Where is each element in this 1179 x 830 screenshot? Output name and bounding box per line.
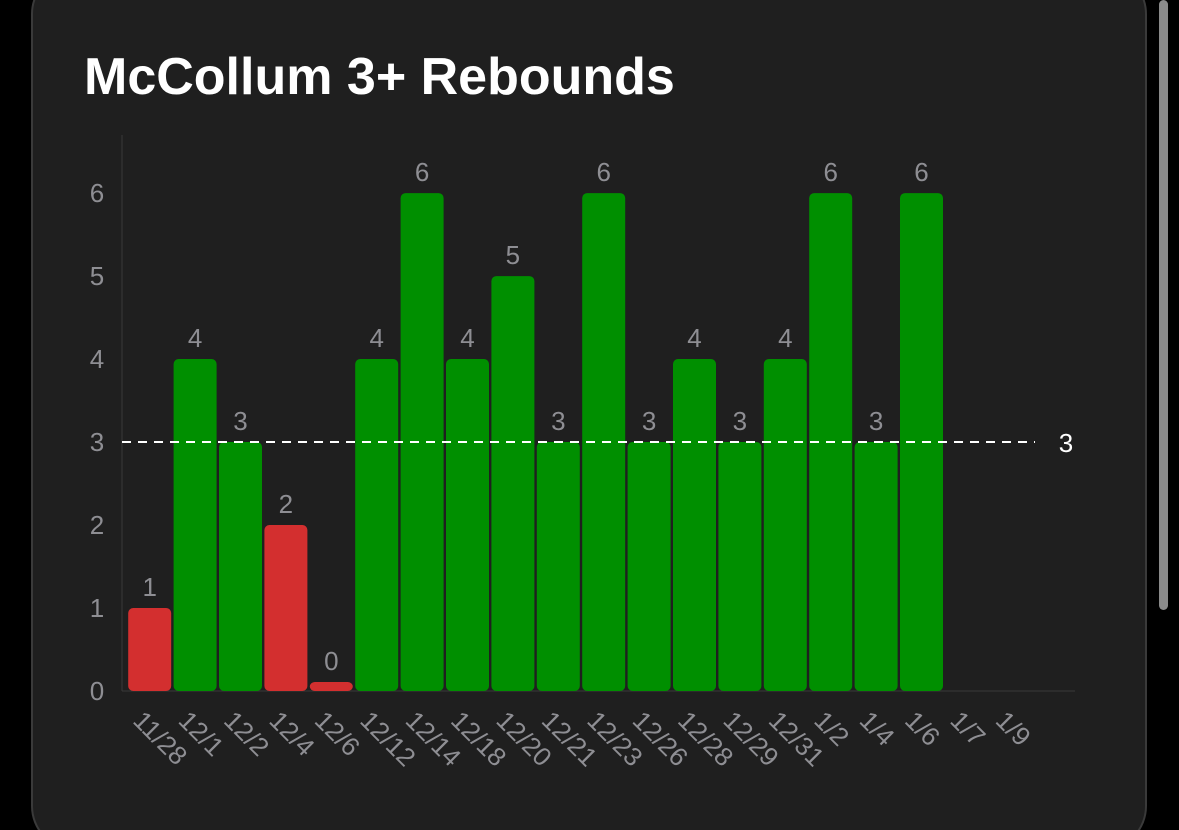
value-label: 3 xyxy=(551,406,565,436)
bar xyxy=(763,359,807,691)
value-label: 0 xyxy=(324,646,338,676)
bar xyxy=(536,442,580,691)
bar xyxy=(173,359,217,691)
value-label: 4 xyxy=(778,323,792,353)
bar xyxy=(491,276,535,691)
chart-title: McCollum 3+ Rebounds xyxy=(84,48,675,106)
bar xyxy=(854,442,898,691)
y-tick-label: 5 xyxy=(90,261,104,291)
bar xyxy=(673,359,716,691)
bar xyxy=(446,359,489,691)
value-label: 4 xyxy=(188,323,202,353)
value-label: 1 xyxy=(142,572,156,602)
y-tick-label: 1 xyxy=(90,593,104,623)
value-label: 3 xyxy=(869,406,883,436)
value-label: 4 xyxy=(460,323,474,353)
value-label: 6 xyxy=(823,157,837,187)
bar xyxy=(400,193,444,692)
bar xyxy=(128,608,172,691)
bar xyxy=(627,442,671,691)
value-label: 4 xyxy=(369,323,383,353)
bar xyxy=(219,442,262,691)
threshold-label: 3 xyxy=(1059,428,1073,458)
y-tick-label: 2 xyxy=(90,510,104,540)
bar xyxy=(309,682,353,691)
scrollbar[interactable] xyxy=(1159,0,1168,610)
y-tick-label: 0 xyxy=(90,676,104,706)
bar xyxy=(718,442,762,691)
value-label: 6 xyxy=(914,157,928,187)
bar xyxy=(900,193,943,692)
value-label: 3 xyxy=(642,406,656,436)
y-tick-label: 6 xyxy=(90,178,104,208)
value-label: 6 xyxy=(415,157,429,187)
value-label: 6 xyxy=(596,157,610,187)
y-tick-label: 3 xyxy=(90,427,104,457)
value-label: 3 xyxy=(733,406,747,436)
value-label: 2 xyxy=(279,489,293,519)
y-tick-label: 4 xyxy=(90,344,104,374)
bar xyxy=(264,525,308,691)
bar xyxy=(355,359,399,691)
value-label: 4 xyxy=(687,323,701,353)
value-label: 3 xyxy=(233,406,247,436)
value-label: 5 xyxy=(506,240,520,270)
